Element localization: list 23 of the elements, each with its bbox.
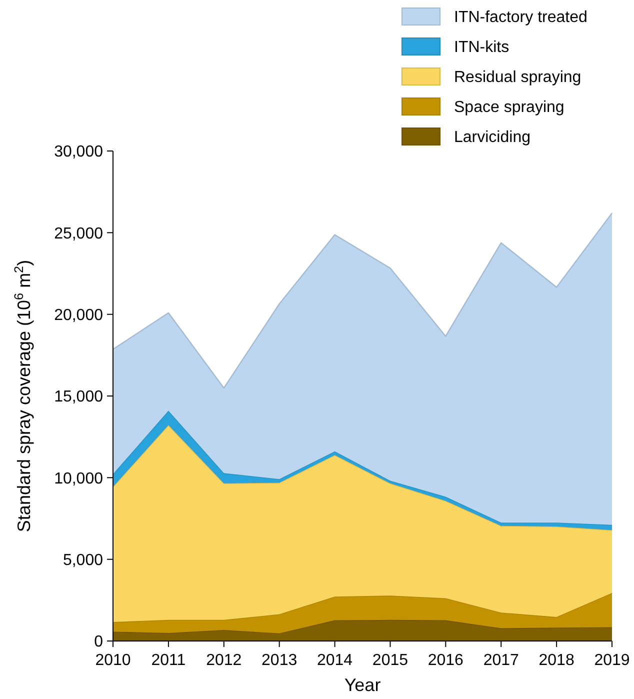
y-tick-label: 15,000 [54, 388, 104, 406]
x-tick-label: 2013 [262, 652, 298, 669]
x-tick-label: 2018 [538, 652, 574, 669]
y-tick-label: 10,000 [54, 470, 104, 488]
y-tick-label: 25,000 [54, 225, 104, 242]
x-tick-label: 2011 [151, 652, 186, 669]
x-tick-label: 2010 [95, 652, 131, 669]
y-tick-label: 20,000 [54, 306, 104, 324]
x-axis-title: Year [344, 675, 381, 695]
x-tick-label: 2017 [483, 652, 520, 669]
legend-label: ITN-kits [454, 39, 510, 56]
x-tick-label: 2014 [316, 652, 353, 669]
x-tick-label: 2015 [372, 652, 408, 669]
y-tick-label: 30,000 [54, 144, 104, 161]
x-tick-label: 2016 [428, 652, 464, 669]
y-tick-label: 0 [94, 634, 104, 651]
legend-label: Residual spraying [454, 69, 582, 86]
legend-label: Larviciding [454, 129, 530, 146]
y-tick-label: 5,000 [62, 552, 104, 569]
x-tick-label: 2019 [594, 652, 630, 669]
x-tick-label: 2012 [206, 652, 242, 669]
legend-label: Space spraying [454, 99, 564, 116]
legend-label: ITN-factory treated [454, 9, 588, 26]
